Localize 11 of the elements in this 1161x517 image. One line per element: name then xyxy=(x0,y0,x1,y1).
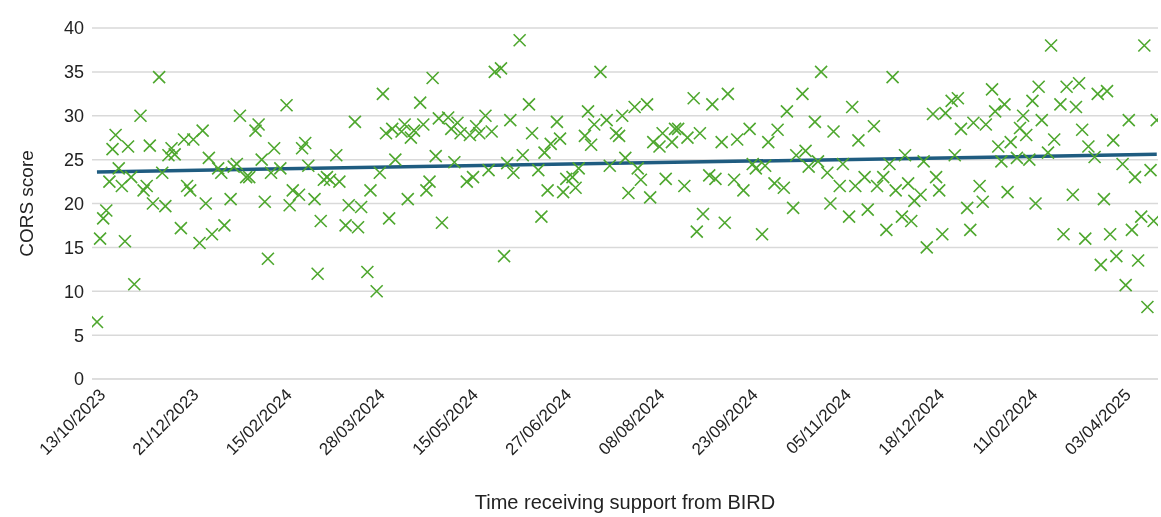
y-tick-label: 5 xyxy=(73,325,84,346)
y-tick-label: 30 xyxy=(63,106,84,127)
y-axis-title: CORS score xyxy=(15,150,37,257)
x-axis-title: Time receiving support from BIRD xyxy=(474,491,776,513)
y-tick-label: 10 xyxy=(63,281,84,302)
y-tick-label: 25 xyxy=(63,150,84,171)
y-tick-label: 20 xyxy=(63,193,84,214)
y-tick-label: 35 xyxy=(63,62,84,83)
y-tick-label: 0 xyxy=(73,369,84,390)
y-tick-label: 15 xyxy=(63,237,84,258)
y-tick-label: 40 xyxy=(63,18,84,39)
